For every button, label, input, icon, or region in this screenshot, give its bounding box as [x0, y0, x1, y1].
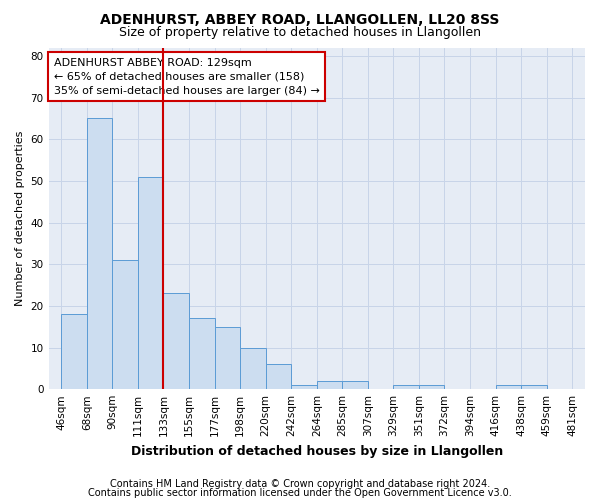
Text: ADENHURST ABBEY ROAD: 129sqm
← 65% of detached houses are smaller (158)
35% of s: ADENHURST ABBEY ROAD: 129sqm ← 65% of de…: [54, 58, 320, 96]
Bar: [521, 385, 547, 389]
Text: ADENHURST, ABBEY ROAD, LLANGOLLEN, LL20 8SS: ADENHURST, ABBEY ROAD, LLANGOLLEN, LL20 …: [100, 12, 500, 26]
X-axis label: Distribution of detached houses by size in Llangollen: Distribution of detached houses by size …: [131, 444, 503, 458]
Bar: [266, 364, 291, 389]
Text: Contains public sector information licensed under the Open Government Licence v3: Contains public sector information licen…: [88, 488, 512, 498]
Bar: [112, 260, 138, 389]
Bar: [317, 381, 343, 389]
Bar: [291, 385, 317, 389]
Bar: [138, 176, 163, 389]
Y-axis label: Number of detached properties: Number of detached properties: [15, 130, 25, 306]
Bar: [215, 326, 240, 389]
Bar: [240, 348, 266, 389]
Bar: [419, 385, 445, 389]
Bar: [394, 385, 419, 389]
Bar: [163, 294, 189, 389]
Text: Size of property relative to detached houses in Llangollen: Size of property relative to detached ho…: [119, 26, 481, 39]
Bar: [87, 118, 112, 389]
Bar: [496, 385, 521, 389]
Text: Contains HM Land Registry data © Crown copyright and database right 2024.: Contains HM Land Registry data © Crown c…: [110, 479, 490, 489]
Bar: [343, 381, 368, 389]
Bar: [61, 314, 87, 389]
Bar: [189, 318, 215, 389]
